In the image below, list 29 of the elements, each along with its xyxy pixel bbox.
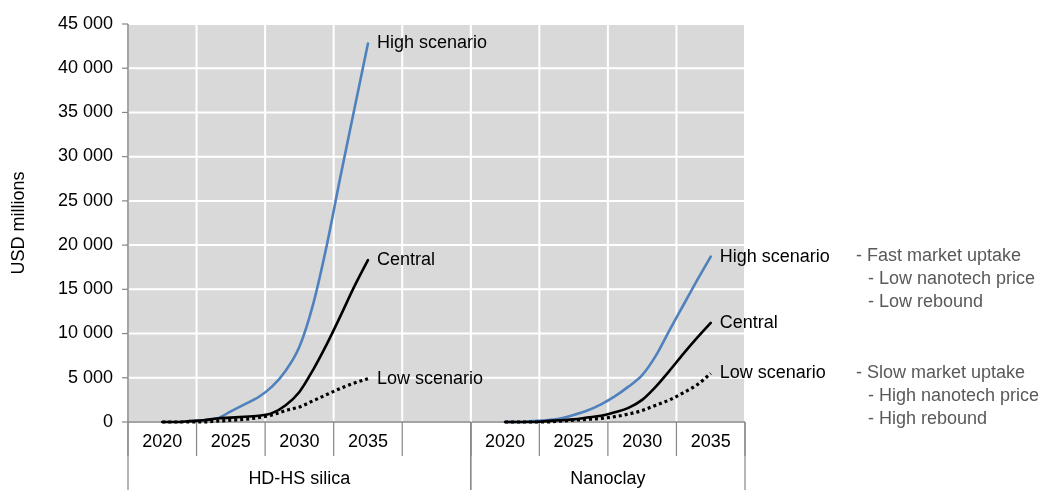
y-tick-label: 10 000 xyxy=(57,322,113,343)
x-tick-label: 2025 xyxy=(553,430,594,451)
y-tick-label: 45 000 xyxy=(57,12,113,33)
series-label: High scenario xyxy=(376,32,488,53)
series-label: Central xyxy=(376,248,435,269)
y-tick-label: 35 000 xyxy=(57,101,113,122)
x-tick-label: 2035 xyxy=(347,430,388,451)
x-tick-label: 2025 xyxy=(210,430,251,451)
series-label: Low scenario xyxy=(719,362,826,383)
y-tick-label: 40 000 xyxy=(57,56,113,77)
series-label: High scenario xyxy=(719,245,830,266)
y-axis-title: USD millions xyxy=(7,171,28,275)
series-label: Low scenario xyxy=(376,367,484,388)
x-tick-label: 2035 xyxy=(690,430,731,451)
y-tick-label: 5 000 xyxy=(67,366,113,387)
y-tick-label: 15 000 xyxy=(57,278,113,299)
y-tick-label: 25 000 xyxy=(57,189,113,210)
x-tick-label: 2030 xyxy=(279,430,320,451)
text: - Fast market uptake - Low nanotech price - Low rebound xyxy=(856,245,1036,312)
text: - Slow market uptake - High nanotech price - High rebound xyxy=(856,362,1040,429)
series-label: Central xyxy=(719,311,778,332)
y-tick-label: 30 000 xyxy=(57,145,113,166)
x-tick-label: 2020 xyxy=(142,430,183,451)
x-axis-title: Nanoclay xyxy=(570,467,646,488)
y-tick-label: 20 000 xyxy=(57,233,113,254)
x-tick-label: 2020 xyxy=(485,430,526,451)
y-tick-label: 0 xyxy=(102,410,113,431)
x-axis-title: HD-HS silica xyxy=(248,467,352,488)
x-tick-label: 2030 xyxy=(622,430,663,451)
